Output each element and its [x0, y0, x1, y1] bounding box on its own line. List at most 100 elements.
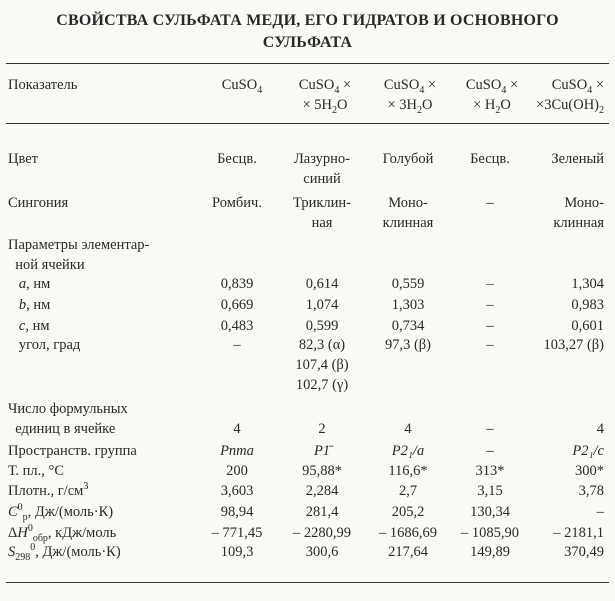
- bottom-rule: [6, 582, 609, 583]
- cell-value: 2,7: [398, 483, 418, 499]
- header-column-part: 4: [334, 84, 340, 96]
- header-column-5: CuSO4 ×: [552, 76, 604, 95]
- cell-value: Зеленый: [551, 151, 604, 167]
- header-column-part: 4: [257, 84, 263, 96]
- row-label-part: Пространств. группа: [8, 443, 137, 459]
- header-column-part: ×: [592, 77, 604, 93]
- cell-value: –: [486, 443, 494, 459]
- row-label-part: ной ячейки: [8, 257, 85, 273]
- row-label-part: , Дж/(моль·К): [35, 544, 121, 560]
- cell-value: 0,483: [220, 318, 254, 334]
- cell-value: клинная: [553, 215, 604, 231]
- cell-value: Pnma: [220, 443, 254, 459]
- cell-value: 102,7 (γ): [295, 377, 349, 393]
- cell-value: 98,94: [220, 504, 254, 520]
- row-label-part: Цвет: [8, 151, 39, 167]
- cell-value: 300*: [575, 463, 604, 479]
- row-label: c, нм: [8, 317, 50, 336]
- cell-value: –: [486, 421, 494, 437]
- row-label: Т. пл., °С: [8, 462, 64, 481]
- row-label: единиц в ячейке: [8, 420, 115, 439]
- row-label-part: Число формульных: [8, 401, 128, 417]
- header-rule: [6, 123, 609, 124]
- header-column-part: 2: [417, 104, 423, 116]
- header-column-part: CuSO: [383, 77, 420, 93]
- header-column-part: CuSO: [298, 77, 335, 93]
- row-label-part: S: [8, 544, 16, 560]
- cell-value: 109,3: [220, 544, 254, 560]
- cell-value: 3,78: [578, 483, 604, 499]
- table-title-line-1: СВОЙСТВА СУЛЬФАТА МЕДИ, ЕГО ГИДРАТОВ И О…: [56, 12, 559, 29]
- cell-value: 0,601: [571, 318, 604, 334]
- row-label-part: c: [18, 318, 26, 334]
- header-column-4: × H2O: [473, 96, 511, 115]
- header-column-4: CuSO4 ×: [466, 76, 518, 95]
- cell-value: 281,4: [305, 504, 339, 520]
- cell-value: 313*: [475, 463, 505, 479]
- cell-value: 3,15: [477, 483, 503, 499]
- header-label: Показатель: [8, 77, 78, 93]
- row-label-part: 0: [27, 523, 33, 535]
- cell-value: Триклин-: [293, 195, 351, 211]
- cell-value: Голубой: [382, 151, 434, 167]
- row-label: Параметры элементар-: [8, 236, 149, 255]
- cell-value: 4: [233, 421, 241, 437]
- cell-value: 0,734: [391, 318, 425, 334]
- header-column-part: CuSO: [465, 77, 502, 93]
- cell-value: 103,27 (β): [543, 337, 604, 353]
- row-label-part: [8, 276, 19, 292]
- cell-value: 0,983: [571, 297, 604, 313]
- cell-value: –: [486, 297, 494, 313]
- cell-value: 3,603: [220, 483, 254, 499]
- header-column-2: × 5H2O: [302, 96, 347, 115]
- cell-value: 205,2: [391, 504, 425, 520]
- cell-value: 0,559: [391, 276, 425, 292]
- cell-value: –: [233, 337, 241, 353]
- cell-value: 116,6*: [388, 463, 428, 479]
- cell-value: клинная: [382, 215, 434, 231]
- header-column-part: O: [422, 97, 433, 113]
- cell-value: 200: [226, 463, 248, 479]
- cell-value: 130,34: [470, 504, 510, 520]
- cell-value: –: [486, 195, 494, 211]
- cell-value: –: [486, 318, 494, 334]
- cell-value: Моно-: [564, 195, 604, 211]
- cell-value: 217,64: [388, 544, 428, 560]
- row-label-part: Т. пл., °С: [8, 463, 64, 479]
- row-label-part: Δ: [8, 525, 18, 541]
- row-label: C0p, Дж/(моль·К): [8, 503, 113, 523]
- row-label-part: p: [22, 511, 28, 523]
- cell-value: ная: [311, 215, 333, 231]
- row-label: Цвет: [8, 150, 38, 169]
- row-label: a, нм: [8, 275, 50, 294]
- row-label-part: Плотн., г/см: [8, 483, 84, 499]
- row-label-part: 0: [30, 542, 36, 554]
- cell-value: 0,614: [305, 276, 339, 292]
- row-label-part: , нм: [26, 276, 51, 292]
- row-label-part: a: [18, 276, 27, 292]
- cell-value: – 1686,69: [379, 525, 437, 541]
- cell-value: 107,4 (β): [295, 357, 349, 373]
- cell-value: 4: [596, 421, 604, 437]
- header-column-part: 2: [495, 104, 501, 116]
- cell-value: P1̄: [313, 443, 331, 459]
- header-column-3: × 3H2O: [387, 96, 432, 115]
- cell-value: 149,89: [470, 544, 510, 560]
- header-column-part: O: [337, 97, 348, 113]
- cell-value: 300,6: [305, 544, 339, 560]
- header-column-part: × 3H: [387, 97, 418, 113]
- row-label-part: [8, 318, 19, 334]
- cell-value: Бесцв.: [217, 151, 257, 167]
- table-title-line-2: СУЛЬФАТА: [262, 34, 353, 51]
- header-column-part: × H: [473, 97, 496, 113]
- cell-value: – 2280,99: [293, 525, 351, 541]
- cell-value: 0,599: [305, 318, 339, 334]
- row-label-part: , нм: [25, 318, 50, 334]
- cell-value: 95,88*: [302, 463, 342, 479]
- cell-value: 0,839: [220, 276, 254, 292]
- cell-value: P2₁/c: [572, 443, 604, 459]
- header-column-part: ×: [339, 77, 352, 93]
- cell-value: 4: [404, 421, 412, 437]
- row-label: Плотн., г/см3: [8, 482, 88, 501]
- row-label-part: 298: [15, 551, 31, 563]
